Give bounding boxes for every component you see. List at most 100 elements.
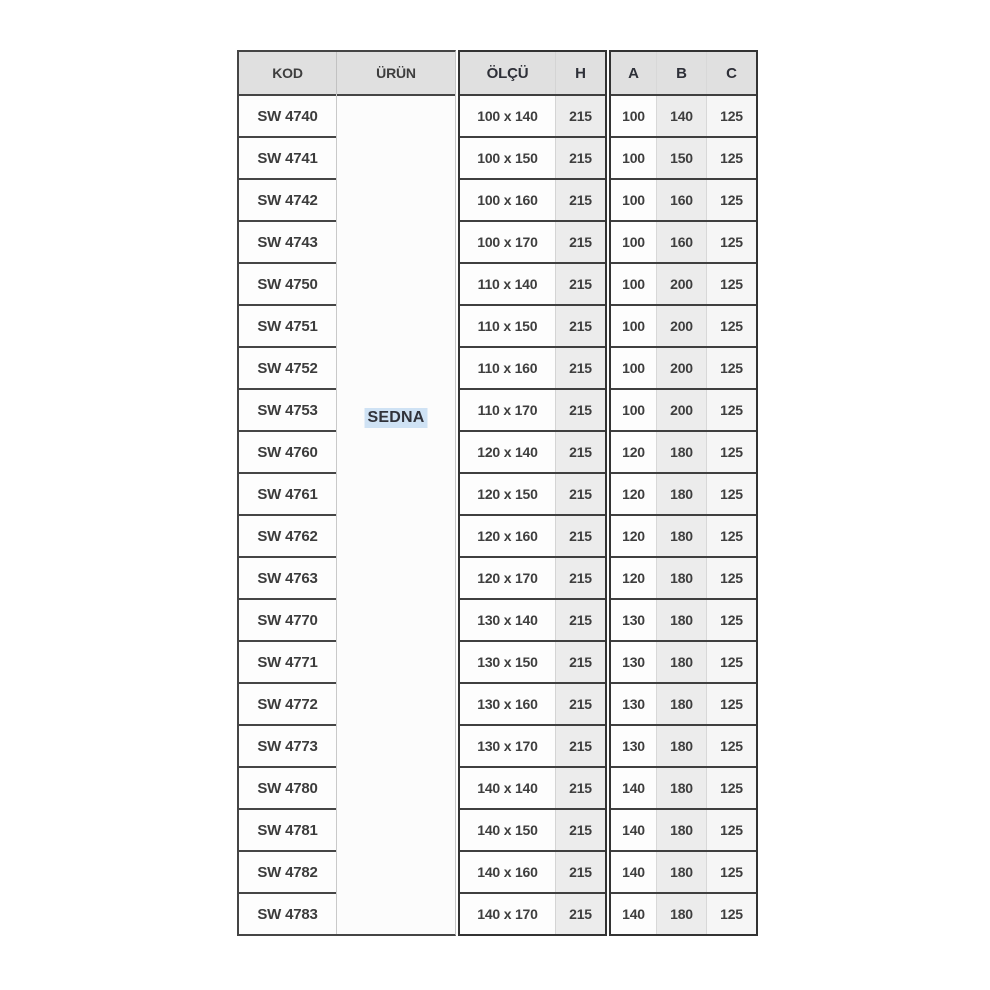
kod-cell: SW 4781 <box>239 808 336 850</box>
table-row: 140 180 125 <box>611 892 756 934</box>
h-cell: 215 <box>555 516 605 556</box>
h-cell: 215 <box>555 180 605 220</box>
right-header-row: A B C <box>611 52 756 94</box>
olcu-cell: 140 x 170 <box>460 894 555 934</box>
table-row: 130 x 160 215 <box>460 682 605 724</box>
a-cell: 100 <box>611 348 656 388</box>
table-row: 120 x 140 215 <box>460 430 605 472</box>
table-row: 110 x 150 215 <box>460 304 605 346</box>
olcu-cell: 110 x 140 <box>460 264 555 304</box>
b-cell: 180 <box>656 642 707 682</box>
c-cell: 125 <box>707 306 756 346</box>
c-cell: 125 <box>707 432 756 472</box>
b-cell: 200 <box>656 348 707 388</box>
a-cell: 140 <box>611 810 656 850</box>
kod-cell: SW 4742 <box>239 178 336 220</box>
b-cell: 150 <box>656 138 707 178</box>
b-cell: 200 <box>656 390 707 430</box>
a-cell: 100 <box>611 390 656 430</box>
table-row: 130 180 125 <box>611 640 756 682</box>
c-cell: 125 <box>707 96 756 136</box>
column-header-olcu: ÖLÇÜ <box>486 64 529 82</box>
c-cell: 125 <box>707 390 756 430</box>
c-cell: 125 <box>707 852 756 892</box>
table-row: 100 x 170 215 <box>460 220 605 262</box>
b-cell: 180 <box>656 852 707 892</box>
b-cell: 200 <box>656 306 707 346</box>
a-cell: 100 <box>611 96 656 136</box>
c-cell: 125 <box>707 894 756 934</box>
h-cell: 215 <box>555 474 605 514</box>
a-cell: 100 <box>611 180 656 220</box>
h-cell: 215 <box>555 852 605 892</box>
kod-cell: SW 4780 <box>239 766 336 808</box>
olcu-cell: 130 x 170 <box>460 726 555 766</box>
a-cell: 130 <box>611 684 656 724</box>
kod-cell: SW 4772 <box>239 682 336 724</box>
table-row: 120 180 125 <box>611 430 756 472</box>
kod-cell: SW 4763 <box>239 556 336 598</box>
a-cell: 140 <box>611 894 656 934</box>
b-cell: 180 <box>656 432 707 472</box>
kod-cell: SW 4740 <box>239 94 336 136</box>
olcu-cell: 110 x 160 <box>460 348 555 388</box>
h-cell: 215 <box>555 726 605 766</box>
table-row: 130 x 140 215 <box>460 598 605 640</box>
b-cell: 180 <box>656 684 707 724</box>
table-row: 100 x 150 215 <box>460 136 605 178</box>
c-cell: 125 <box>707 138 756 178</box>
olcu-cell: 140 x 150 <box>460 810 555 850</box>
left-body: SW 4740 SW 4741 SW 4742 SW 4743 SW 4750 SW 47… <box>239 94 455 934</box>
kod-cell: SW 4762 <box>239 514 336 556</box>
table-row: 140 180 125 <box>611 766 756 808</box>
kod-cell: SW 4751 <box>239 304 336 346</box>
c-cell: 125 <box>707 264 756 304</box>
olcu-cell: 140 x 140 <box>460 768 555 808</box>
b-cell: 180 <box>656 894 707 934</box>
column-header-kod: KOD <box>239 52 337 94</box>
product-spec-table: KOD ÜRÜN SW 4740 SW 4741 SW 4742 SW 4743 SW … <box>237 50 758 936</box>
a-cell: 120 <box>611 516 656 556</box>
c-cell: 125 <box>707 810 756 850</box>
olcu-cell: 130 x 140 <box>460 600 555 640</box>
kod-cell: SW 4770 <box>239 598 336 640</box>
c-cell: 125 <box>707 558 756 598</box>
table-row: 140 x 150 215 <box>460 808 605 850</box>
h-cell: 215 <box>555 432 605 472</box>
table-row: 120 180 125 <box>611 472 756 514</box>
a-cell: 140 <box>611 768 656 808</box>
table-row: 100 x 160 215 <box>460 178 605 220</box>
b-cell: 180 <box>656 474 707 514</box>
table-row: 100 200 125 <box>611 304 756 346</box>
olcu-cell: 100 x 160 <box>460 180 555 220</box>
h-cell: 215 <box>555 684 605 724</box>
table-row: 120 180 125 <box>611 556 756 598</box>
olcu-cell: 130 x 150 <box>460 642 555 682</box>
c-cell: 125 <box>707 642 756 682</box>
b-cell: 180 <box>656 600 707 640</box>
table-row: 120 x 160 215 <box>460 514 605 556</box>
b-cell: 180 <box>656 726 707 766</box>
kod-urun-panel: KOD ÜRÜN SW 4740 SW 4741 SW 4742 SW 4743 SW … <box>237 50 456 936</box>
c-cell: 125 <box>707 684 756 724</box>
kod-cell: SW 4760 <box>239 430 336 472</box>
table-row: 110 x 140 215 <box>460 262 605 304</box>
abc-panel: A B C 100 140 125 100 150 125 100 160 12… <box>609 50 758 936</box>
c-cell: 125 <box>707 348 756 388</box>
table-row: 110 x 160 215 <box>460 346 605 388</box>
b-cell: 180 <box>656 768 707 808</box>
table-row: 140 x 140 215 <box>460 766 605 808</box>
c-cell: 125 <box>707 768 756 808</box>
abc-rows: 100 140 125 100 150 125 100 160 125 100 … <box>611 94 756 934</box>
table-row: 130 180 125 <box>611 724 756 766</box>
left-header-row: KOD ÜRÜN <box>239 52 455 94</box>
a-cell: 120 <box>611 474 656 514</box>
c-cell: 125 <box>707 516 756 556</box>
olcu-cell: 140 x 160 <box>460 852 555 892</box>
c-cell: 125 <box>707 222 756 262</box>
c-cell: 125 <box>707 474 756 514</box>
table-row: 140 180 125 <box>611 808 756 850</box>
column-header-c: C <box>726 64 737 82</box>
product-name-highlight: SEDNA <box>364 408 428 428</box>
